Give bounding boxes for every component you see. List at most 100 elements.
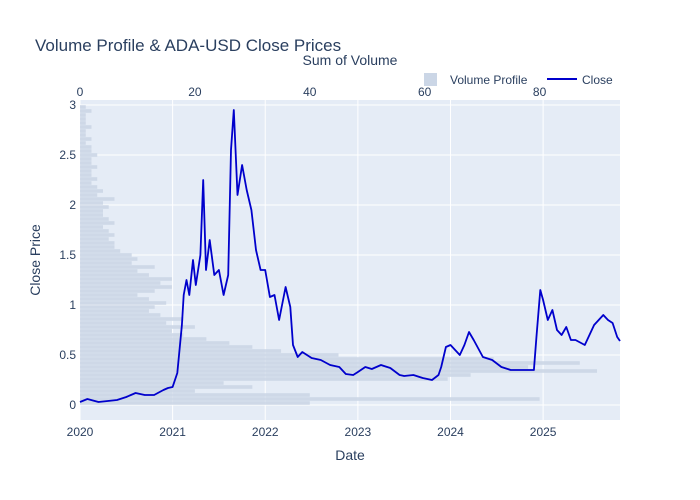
volume-profile-bar [80,325,195,329]
volume-profile-bar [80,193,98,197]
volume-profile-bar [80,213,103,217]
volume-profile-bar [80,121,86,125]
x-axis-title: Date [335,447,365,463]
volume-profile-bar [80,161,92,165]
x2-tick-label: 60 [418,85,432,99]
volume-profile-bar [80,365,529,369]
y-tick-label: 2.5 [59,148,76,162]
volume-profile-bar [80,381,224,385]
y-tick-label: 0.5 [59,348,76,362]
volume-profile-bar [80,201,103,205]
volume-profile-bar [80,141,86,145]
volume-profile-bar [80,137,92,141]
volume-profile-bar [80,125,92,129]
x2-axis-title: Sum of Volume [303,52,398,68]
volume-profile-bar [80,257,138,261]
volume-profile-bar [80,253,132,257]
volume-profile-bar [80,245,115,249]
volume-profile-bar [80,249,121,253]
volume-profile-bar [80,237,109,241]
volume-profile-bar [80,265,155,269]
x-tick-label: 2022 [252,425,279,439]
volume-profile-bar [80,173,92,177]
volume-profile-bar [80,373,471,377]
volume-profile-bar [80,189,103,193]
x2-tick-label: 80 [533,85,547,99]
volume-profile-bar [80,105,86,109]
x2-axis-ticks: 0 20 40 60 80 [77,85,547,99]
legend-label-volume-profile: Volume Profile [450,73,528,87]
volume-profile-bar [80,169,92,173]
volume-profile-bar [80,305,155,309]
volume-profile-bar [80,377,448,381]
volume-profile-bar [80,241,115,245]
volume-profile-bar [80,149,92,153]
x2-tick-label: 0 [77,85,84,99]
volume-profile-bar [80,321,167,325]
x-tick-label: 2020 [67,425,94,439]
volume-profile-bar [80,277,172,281]
volume-profile-bar [80,165,98,169]
volume-profile-bar [80,353,339,357]
x-axis-ticks: 2020 2021 2022 2023 2024 2025 [67,425,557,439]
close-line [79,109,621,403]
legend-label-close: Close [582,73,613,87]
volume-profile-bar [80,385,253,389]
volume-profile-bar [80,209,103,213]
volume-profile-bar [80,329,172,333]
volume-profile-bar [80,281,161,285]
volume-profile-bar [80,181,92,185]
volume-profile-bar [80,221,115,225]
volume-profile-bar [80,233,115,237]
volume-profile-bar [80,113,86,117]
y-tick-label: 0 [69,398,76,412]
volume-profile-bar [80,133,86,137]
volume-profile-bar [80,229,109,233]
volume-profile-bar [80,197,115,201]
volume-profile-bar [80,313,161,317]
volume-profile-bar [80,341,230,345]
volume-profile-bar [80,109,92,113]
volume-profile-bar [80,177,98,181]
volume-profile-bar [80,217,109,221]
volume-profile-bar [80,225,103,229]
volume-profile-bar [80,401,310,405]
close-series [79,109,621,403]
legend-swatch-volume-profile [424,73,437,86]
volume-profile-bar [80,285,172,289]
chart-title: Volume Profile & ADA-USD Close Prices [35,36,341,55]
volume-profile-bar [80,185,98,189]
y-tick-label: 2 [69,198,76,212]
volume-profile-bar [80,261,132,265]
volume-profile-bar [80,289,155,293]
volume-profile-bar [80,345,253,349]
legend: Volume Profile Close [424,73,613,87]
volume-profile-bar [80,397,540,401]
volume-profile-bar [80,393,310,397]
volume-profile-bar [80,309,149,313]
volume-profile-bar [80,145,92,149]
volume-profile-bar [80,297,149,301]
volume-profile-bar [80,349,282,353]
y-tick-label: 1.5 [59,248,76,262]
x-tick-label: 2023 [345,425,372,439]
x2-tick-label: 20 [188,85,202,99]
volume-profile-bar [80,333,184,337]
y-axis-title: Close Price [27,224,43,296]
volume-profile-bar [80,205,109,209]
volume-profile-bar [80,357,494,361]
volume-profile-bar [80,273,149,277]
y-tick-label: 1 [69,298,76,312]
x-tick-label: 2025 [530,425,557,439]
volume-profile-bar [80,361,580,365]
volume-profile-bar [80,293,138,297]
volume-profile-bar [80,153,98,157]
x2-tick-label: 40 [303,85,317,99]
volume-profile-bar [80,389,195,393]
volume-profile-bars [80,105,598,405]
volume-profile-bar [80,369,598,373]
volume-profile-bar [80,337,207,341]
y-axis-ticks: 0 0.5 1 1.5 2 2.5 3 [59,98,76,412]
volume-profile-bar [80,269,138,273]
volume-profile-bar [80,157,92,161]
